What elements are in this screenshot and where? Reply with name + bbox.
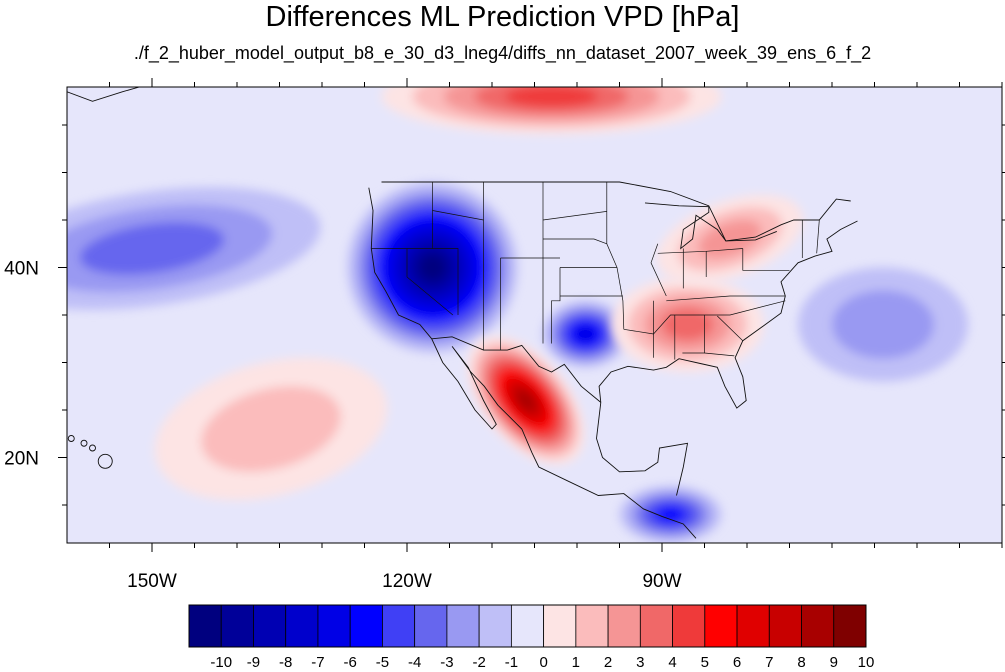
geography-outlines xyxy=(67,87,858,539)
colorbar-label: 0 xyxy=(539,654,547,671)
colorbar-swatch xyxy=(607,604,641,648)
colorbar-swatch xyxy=(285,604,319,648)
colorbar-label: 6 xyxy=(733,654,741,671)
state-border xyxy=(816,219,820,254)
colorbar-label: 3 xyxy=(636,654,644,671)
colorbar-swatch xyxy=(349,604,383,648)
colorbar-swatch xyxy=(414,604,448,648)
axis-ticks xyxy=(58,78,1005,552)
y-tick-label: 40N xyxy=(4,259,39,280)
colorbar-label: -7 xyxy=(311,654,324,671)
colorbar-label: -5 xyxy=(376,654,389,671)
field-feature xyxy=(798,267,968,382)
colorbar: -10 -9 -8 -7 -6 -5 -4 -3 -2 -1 0 1 2 3 4 5 6 7 8 9 10 xyxy=(188,604,875,671)
field-feature xyxy=(154,357,388,501)
state-border xyxy=(406,248,454,316)
colorbar-swatch xyxy=(446,604,480,648)
colorbar-swatch xyxy=(704,604,738,648)
field-contour xyxy=(79,222,225,275)
colorbar-swatch xyxy=(510,604,545,648)
field-feature xyxy=(543,300,628,368)
island-outline xyxy=(97,453,113,469)
field-contour xyxy=(420,255,445,280)
field-feature xyxy=(347,182,518,353)
colorbar-label: -10 xyxy=(210,654,232,671)
colorbar-label: 7 xyxy=(765,654,773,671)
us-mexico-border xyxy=(431,336,602,403)
state-border xyxy=(542,211,607,221)
field-feature xyxy=(381,87,722,135)
colorbar-label: -1 xyxy=(505,654,518,671)
coastline xyxy=(644,202,777,250)
field-contour xyxy=(575,326,596,342)
field-contour xyxy=(516,390,536,411)
colorbar-label: -2 xyxy=(472,654,485,671)
colorbar-swatch xyxy=(478,604,512,648)
colorbar-label: 5 xyxy=(701,654,709,671)
colorbar-swatch xyxy=(253,604,287,648)
x-tick-label: 120W xyxy=(382,571,432,592)
chart-title: Differences ML Prediction VPD [hPa] xyxy=(265,1,740,33)
coastline xyxy=(368,187,697,539)
colorbar-frame xyxy=(188,604,867,648)
us-canada-border xyxy=(381,181,851,242)
field-contour xyxy=(656,506,685,523)
colorbar-label: 8 xyxy=(797,654,805,671)
x-tick-label: 90W xyxy=(642,571,681,592)
colorbar-label: 4 xyxy=(668,654,676,671)
map-field xyxy=(67,87,1002,543)
colorbar-label: -4 xyxy=(408,654,421,671)
field-contour xyxy=(832,290,934,359)
field-contour xyxy=(505,87,598,107)
colorbar-label: 9 xyxy=(830,654,838,671)
state-border xyxy=(650,243,667,297)
colorbar-label: -3 xyxy=(440,654,453,671)
field-feature xyxy=(467,336,585,465)
island-outline xyxy=(67,435,75,442)
colorbar-label: -8 xyxy=(279,654,292,671)
colorbar-label: 1 xyxy=(572,654,580,671)
state-border xyxy=(432,182,459,315)
colorbar-swatch xyxy=(639,604,673,648)
state-border xyxy=(704,352,735,357)
island-outline xyxy=(89,444,96,452)
island-outline xyxy=(80,439,88,447)
colorbar-swatch xyxy=(768,604,802,648)
colorbar-swatch xyxy=(801,604,835,648)
chart-subtitle: ./f_2_huber_model_output_b8_e_30_d3_lneg… xyxy=(133,43,872,63)
field-feature xyxy=(611,277,764,372)
colorbar-swatch xyxy=(736,604,770,648)
colorbar-label: -6 xyxy=(344,654,357,671)
colorbar-swatch xyxy=(672,604,706,648)
field-feature xyxy=(656,194,804,284)
state-border xyxy=(623,300,786,335)
coastline xyxy=(596,402,689,496)
colorbar-swatch xyxy=(220,604,254,648)
state-border xyxy=(551,267,561,344)
colorbar-label: 2 xyxy=(604,654,612,671)
state-border xyxy=(666,295,786,302)
x-tick-label: 150W xyxy=(127,571,177,592)
colorbar-swatch xyxy=(317,604,351,648)
field-contour xyxy=(662,308,713,341)
colorbar-swatch xyxy=(382,604,416,648)
alaska-coast xyxy=(67,87,141,102)
state-border xyxy=(742,248,790,271)
state-border xyxy=(543,238,607,245)
colorbar-swatch xyxy=(543,604,577,648)
field-contour xyxy=(698,220,762,258)
field-feature xyxy=(67,187,321,310)
field-feature xyxy=(619,486,722,543)
state-border xyxy=(717,315,744,341)
field-contour xyxy=(201,386,341,472)
coastline xyxy=(598,220,858,409)
colorbar-swatch xyxy=(575,604,609,648)
colorbar-swatch xyxy=(188,604,222,648)
colorbar-label: 10 xyxy=(858,654,875,671)
colorbar-label: -9 xyxy=(247,654,260,671)
y-tick-label: 20N xyxy=(4,449,39,470)
state-border xyxy=(432,210,484,221)
colorbar-swatch xyxy=(833,604,867,648)
